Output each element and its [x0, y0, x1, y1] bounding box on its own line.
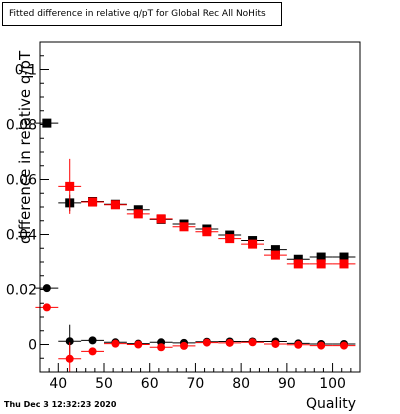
data-point: [270, 245, 280, 255]
y-tick-label: 0.08: [6, 118, 37, 134]
series-2: [35, 284, 356, 358]
data-point: [248, 338, 257, 347]
data-point: [202, 227, 212, 237]
data-point: [202, 338, 211, 347]
data-point: [42, 303, 51, 312]
data-point: [88, 197, 98, 207]
axes: 40 50 60 70 80 90 100 0 0.02 0.04 0.06 0.08 0.1: [6, 41, 361, 392]
data-point: [179, 222, 189, 232]
data-point: [316, 259, 326, 269]
data-point: [42, 284, 51, 293]
data-point: [65, 354, 74, 363]
x-tick-label: 90: [278, 376, 296, 392]
data-point: [134, 340, 143, 349]
data-point: [42, 118, 52, 128]
x-tick-label: 100: [319, 376, 346, 392]
data-point: [225, 338, 234, 347]
y-axis-title: difference in relative q/pT: [16, 50, 34, 244]
data-point: [225, 234, 235, 244]
data-marks: [35, 118, 356, 372]
data-point: [65, 337, 74, 346]
data-point: [294, 340, 303, 349]
y-tick-label: 0.02: [6, 283, 37, 299]
x-axis-title: Quality: [306, 396, 357, 412]
plot-frame: [39, 41, 361, 373]
data-point: [316, 252, 326, 262]
data-point: [111, 339, 120, 348]
data-point: [271, 339, 280, 348]
y-tick-label: 0.1: [15, 63, 37, 79]
chart-title: Fitted difference in relative q/pT for G…: [2, 2, 282, 26]
data-point: [65, 181, 75, 191]
data-point: [293, 259, 303, 269]
data-point: [157, 343, 166, 352]
x-tick-label: 60: [141, 376, 159, 392]
data-point: [88, 336, 97, 345]
data-point: [156, 214, 166, 224]
data-point: [88, 347, 97, 356]
data-point: [317, 341, 326, 350]
data-point: [133, 209, 143, 219]
data-point: [339, 252, 349, 262]
x-tick-label: 80: [232, 376, 250, 392]
timestamp: Thu Dec 3 12:32:23 2020: [4, 400, 117, 409]
x-tick-label: 50: [95, 376, 113, 392]
data-point: [293, 254, 303, 264]
data-point: [248, 239, 258, 249]
series-3: [35, 303, 356, 372]
data-point: [180, 341, 188, 350]
x-tick-label: 40: [49, 376, 67, 392]
y-tick-label: 0.06: [6, 173, 37, 189]
y-tick-label: 0: [28, 338, 37, 354]
data-point: [270, 250, 280, 260]
y-tick-label: 0.04: [6, 228, 37, 244]
data-point: [339, 259, 349, 269]
series-1: [58, 158, 356, 269]
data-point: [340, 341, 348, 350]
x-tick-label: 70: [187, 376, 205, 392]
data-point: [110, 200, 120, 210]
series-0: [35, 118, 356, 264]
